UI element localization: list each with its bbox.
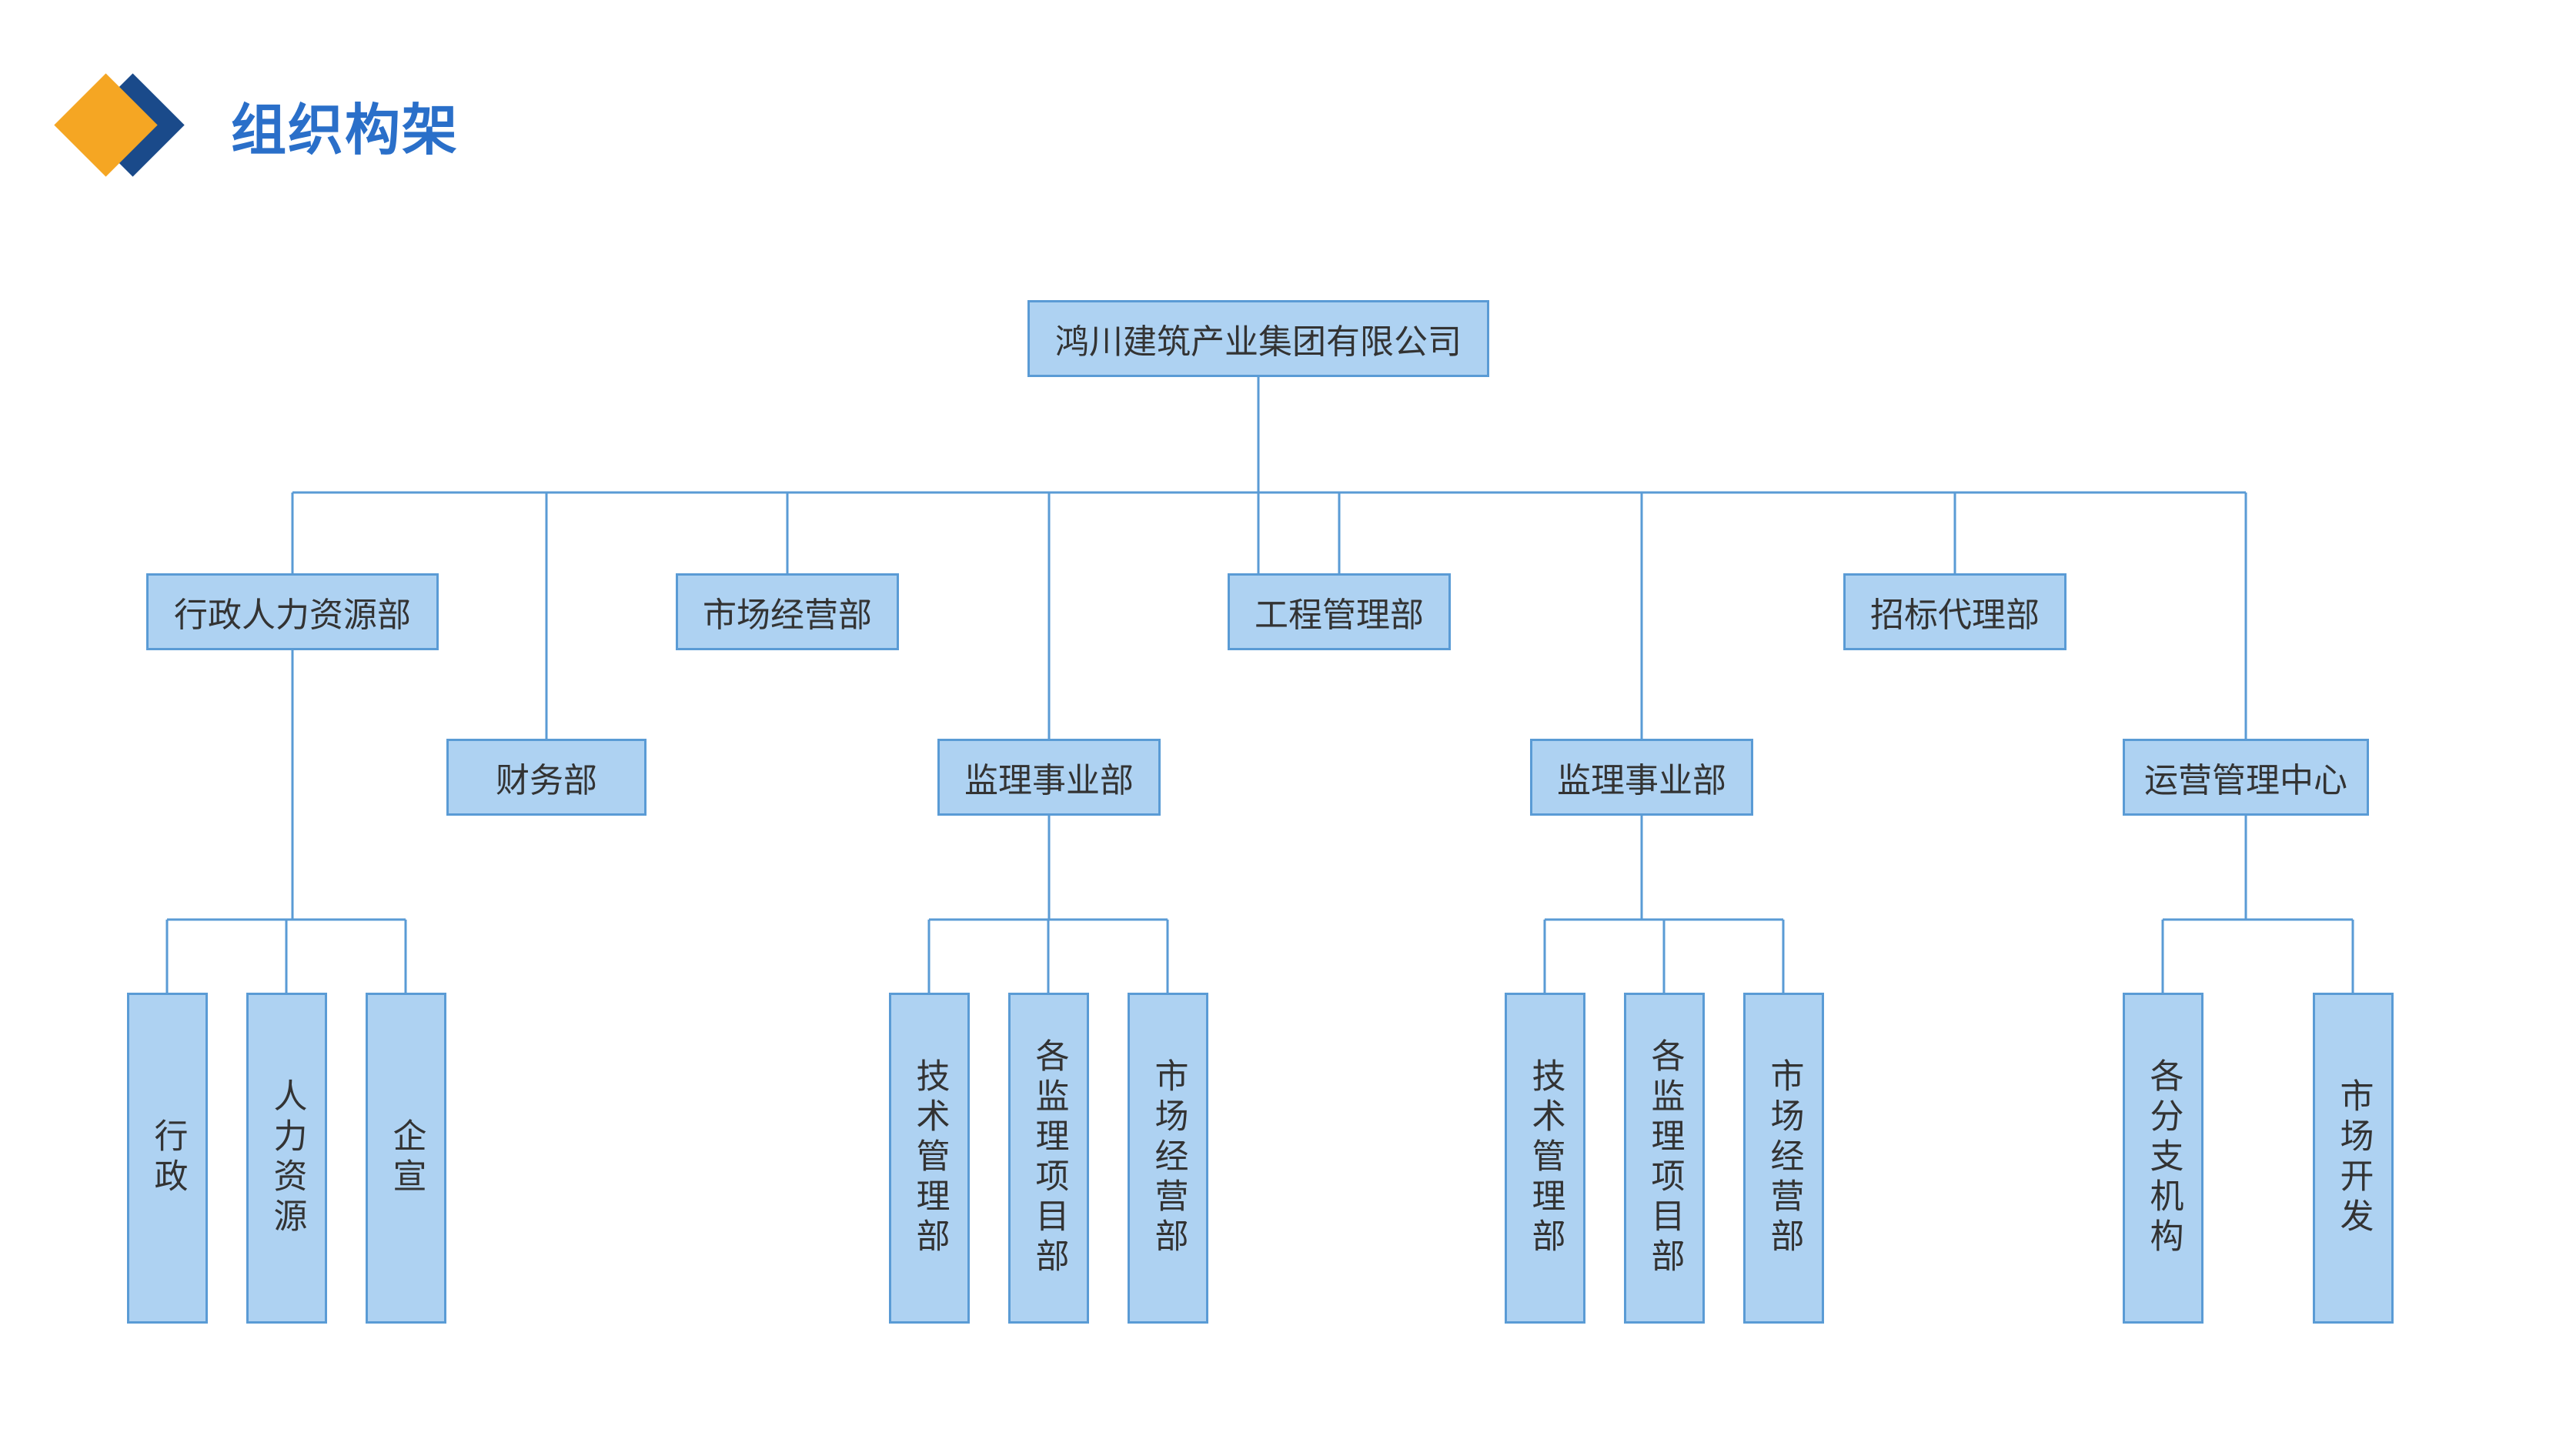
org-node-vb3: 市场经营部	[1128, 993, 1208, 1324]
page-title: 组织构架	[231, 85, 459, 165]
org-node-va2: 人力资源	[246, 993, 327, 1324]
org-node-vb2: 各监理项目部	[1008, 993, 1089, 1324]
org-node-vc2: 各监理项目部	[1624, 993, 1705, 1324]
org-node-label: 市场经营部	[703, 587, 872, 636]
org-node-l2d: 招标代理部	[1843, 573, 2066, 650]
org-node-label: 招标代理部	[1870, 587, 2040, 636]
org-node-label: 技术管理部	[905, 1058, 954, 1258]
org-node-l2b: 市场经营部	[676, 573, 899, 650]
org-node-label: 各监理项目部	[1640, 1038, 1689, 1278]
org-node-label: 技术管理部	[1521, 1058, 1570, 1258]
org-node-l3a: 财务部	[446, 739, 647, 816]
org-node-label: 监理事业部	[1557, 753, 1726, 802]
org-node-vc1: 技术管理部	[1505, 993, 1585, 1324]
org-node-root: 鸿川建筑产业集团有限公司	[1027, 300, 1489, 377]
org-node-label: 市场经营部	[1144, 1058, 1193, 1258]
org-node-label: 鸿川建筑产业集团有限公司	[1055, 314, 1462, 363]
org-node-vc3: 市场经营部	[1743, 993, 1824, 1324]
org-node-label: 人力资源	[262, 1078, 312, 1238]
org-node-l2c: 工程管理部	[1228, 573, 1451, 650]
org-node-label: 企宣	[382, 1118, 431, 1198]
org-node-va1: 行政	[127, 993, 208, 1324]
logo	[46, 62, 216, 200]
org-node-vd2: 市场开发	[2313, 993, 2394, 1324]
org-node-vb1: 技术管理部	[889, 993, 970, 1324]
org-node-label: 行政人力资源部	[174, 587, 411, 636]
org-node-l3b: 监理事业部	[937, 739, 1161, 816]
org-node-label: 监理事业部	[964, 753, 1134, 802]
org-node-l2a: 行政人力资源部	[146, 573, 439, 650]
org-node-label: 财务部	[496, 753, 597, 802]
org-node-l3c: 监理事业部	[1530, 739, 1753, 816]
org-node-label: 市场经营部	[1759, 1058, 1809, 1258]
org-node-label: 市场开发	[2329, 1078, 2378, 1238]
org-node-l3d: 运营管理中心	[2123, 739, 2369, 816]
org-node-vd1: 各分支机构	[2123, 993, 2203, 1324]
org-node-label: 运营管理中心	[2144, 753, 2347, 802]
org-node-label: 各分支机构	[2139, 1058, 2188, 1258]
org-node-label: 行政	[143, 1118, 192, 1198]
org-node-label: 各监理项目部	[1024, 1038, 1074, 1278]
org-node-label: 工程管理部	[1255, 587, 1424, 636]
org-node-va3: 企宣	[366, 993, 446, 1324]
